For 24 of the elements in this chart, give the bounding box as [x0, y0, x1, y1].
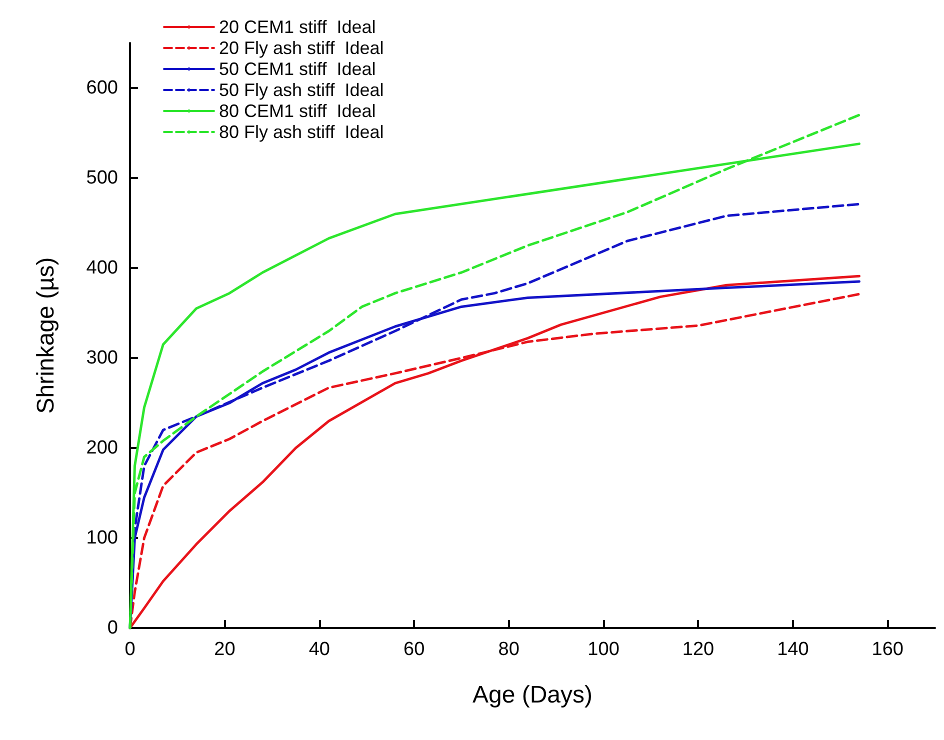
x-tick-label: 0	[124, 639, 136, 660]
x-tick-label: 140	[777, 639, 809, 660]
legend-label: 80 Fly ash stiff Ideal	[219, 122, 384, 142]
x-tick-label: 20	[214, 639, 236, 660]
y-tick-label: 0	[107, 618, 118, 638]
x-tick-label: 160	[872, 639, 904, 660]
legend-label: 50 CEM1 stiff Ideal	[219, 59, 376, 79]
y-tick-label: 300	[86, 348, 118, 368]
y-tick-label: 100	[86, 528, 118, 548]
legend-label: 50 Fly ash stiff Ideal	[219, 80, 384, 100]
y-tick-label: 200	[86, 438, 118, 458]
x-tick-label: 100	[588, 639, 620, 660]
legend-label: 20 CEM1 stiff Ideal	[219, 17, 376, 37]
x-axis-title: Age (Days)	[472, 682, 593, 708]
x-tick-label: 40	[308, 639, 330, 660]
y-tick-label: 500	[86, 168, 118, 188]
y-axis-title: Shrinkage (µs)	[32, 257, 60, 414]
legend-label: 80 CEM1 stiff Ideal	[219, 101, 376, 121]
x-tick-label: 80	[498, 639, 520, 660]
x-tick-label: 120	[682, 639, 714, 660]
y-tick-label: 400	[86, 258, 118, 278]
legend-label: 20 Fly ash stiff Ideal	[219, 38, 384, 58]
x-tick-label: 60	[404, 639, 425, 660]
y-tick-label: 600	[86, 78, 118, 98]
